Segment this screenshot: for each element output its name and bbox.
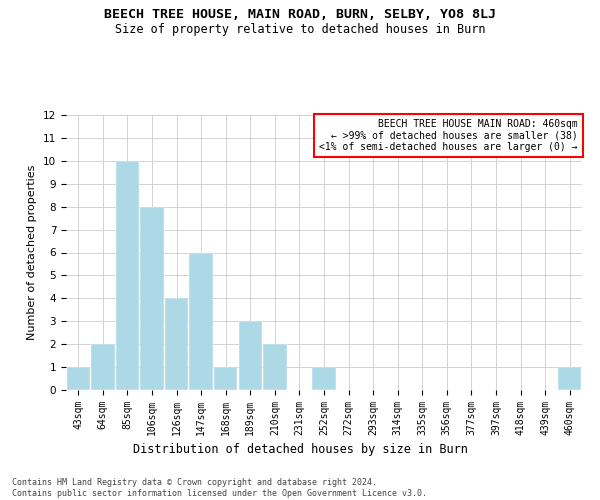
Text: Distribution of detached houses by size in Burn: Distribution of detached houses by size …: [133, 442, 467, 456]
Bar: [67, 367, 90, 390]
Text: Size of property relative to detached houses in Burn: Size of property relative to detached ho…: [115, 22, 485, 36]
Bar: [140, 206, 164, 390]
Bar: [116, 161, 139, 390]
Bar: [313, 367, 335, 390]
Text: BEECH TREE HOUSE, MAIN ROAD, BURN, SELBY, YO8 8LJ: BEECH TREE HOUSE, MAIN ROAD, BURN, SELBY…: [104, 8, 496, 20]
Bar: [165, 298, 188, 390]
Bar: [263, 344, 287, 390]
Y-axis label: Number of detached properties: Number of detached properties: [28, 165, 37, 340]
Bar: [558, 367, 581, 390]
Text: BEECH TREE HOUSE MAIN ROAD: 460sqm
← >99% of detached houses are smaller (38)
<1: BEECH TREE HOUSE MAIN ROAD: 460sqm ← >99…: [319, 119, 578, 152]
Bar: [91, 344, 115, 390]
Bar: [190, 252, 213, 390]
Bar: [239, 322, 262, 390]
Text: Contains HM Land Registry data © Crown copyright and database right 2024.
Contai: Contains HM Land Registry data © Crown c…: [12, 478, 427, 498]
Bar: [214, 367, 238, 390]
